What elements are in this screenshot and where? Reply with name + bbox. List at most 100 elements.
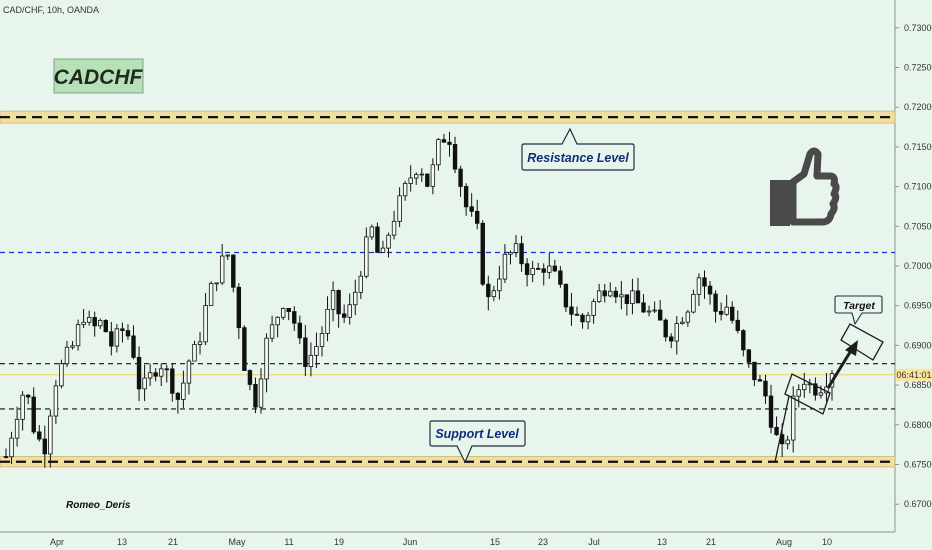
time-tick-label: Aug [776,537,792,547]
candle-up [408,177,413,184]
candle-up [619,294,624,298]
candle-down [613,290,618,298]
time-tick-label: 19 [334,537,344,547]
candle-up [386,234,391,249]
candle-up [186,360,192,384]
candle-up [203,305,208,343]
price-tick-label: 0.67000 [904,499,932,509]
candle-up [680,321,685,324]
candle-down [37,431,42,440]
candle-down [175,392,181,400]
candle-down [752,361,757,381]
time-axis-ticks: Apr 13 21 May 11 19 Jun 15 23 Jul 13 21 Aug 10 [50,537,832,547]
candle-down [447,141,452,145]
candle-up [142,377,147,390]
candle-up [491,290,497,298]
candle-down [602,290,607,297]
candle-up [630,290,635,304]
candle-up [391,220,397,236]
candle-up [325,308,330,334]
candle-down [92,316,97,327]
target-projection [826,323,884,389]
candle-up [114,328,120,347]
candle-down [164,368,169,371]
candle-up [208,283,214,306]
candle-down [125,330,131,337]
candle-up [497,278,502,292]
candle-down [458,168,463,187]
candles-layer [3,131,835,468]
candle-down [303,337,308,367]
candle-down [103,320,108,333]
title-badge: CADCHF [53,58,144,94]
resistance-zone [0,110,896,124]
time-tick-label: 13 [657,537,667,547]
support-zone [0,456,896,468]
flag-channel [784,373,831,415]
candle-up [436,139,441,166]
candle-up [585,314,591,323]
candle-up [214,282,219,285]
candle-up [419,173,424,176]
candle-down [763,380,768,397]
candle-down [463,186,469,208]
candle-down [730,306,735,321]
candle-down [535,267,541,270]
symbol-label: CAD/CHF, 10h, OANDA [3,5,99,15]
time-tick-label: 23 [538,537,548,547]
candle-down [247,370,253,385]
candle-up [530,267,535,275]
candle-down [718,310,724,315]
candle-down [25,394,31,398]
candle-down [297,322,303,339]
candle-up [596,290,602,303]
candle-up [652,309,657,312]
candle-up [397,195,402,222]
pole-line [774,395,790,463]
candle-up [314,345,319,356]
candle-down [657,309,663,321]
candle-up [547,265,552,273]
candle-up [724,306,729,315]
candle-down [31,396,36,433]
candle-up [369,226,375,238]
candle-down [475,210,480,224]
candle-up [181,382,186,400]
candle-up [364,236,369,277]
candle-up [53,385,59,417]
time-tick-label: May [228,537,246,547]
author-label: Romeo_Deris [66,500,131,511]
candle-up [646,310,652,313]
support-label: Support Level [435,427,519,441]
candle-down [519,243,524,265]
candle-down [741,330,746,351]
candle-down [286,308,291,312]
candle-down [452,144,458,170]
candle-up [347,304,352,318]
candle-down [375,226,380,253]
candle-down [120,328,125,331]
candle-up [220,255,225,284]
candle-down [663,319,668,338]
candle-down [768,395,774,428]
candle-up [358,275,363,293]
candle-down [42,438,48,455]
candle-down [635,290,641,304]
candle-up [691,293,696,313]
candle-down [469,206,474,212]
candle-down [441,139,447,143]
time-tick-label: Jun [403,537,418,547]
resistance-callout: Resistance Level [521,127,635,171]
resistance-label: Resistance Level [527,151,629,165]
candle-up [696,277,702,295]
title-badge-text: CADCHF [54,66,144,89]
